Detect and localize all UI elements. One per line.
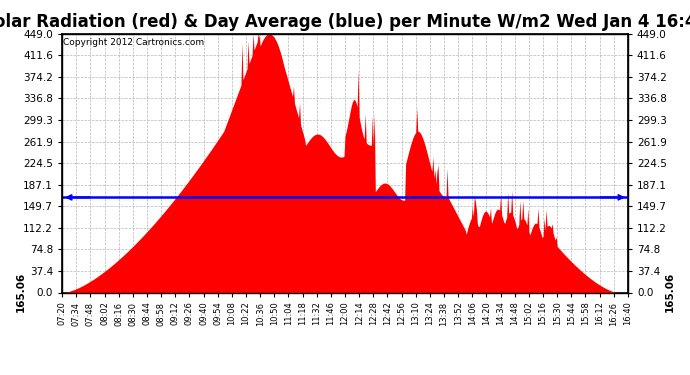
Text: 165.06: 165.06 — [15, 272, 26, 312]
Text: Copyright 2012 Cartronics.com: Copyright 2012 Cartronics.com — [63, 38, 204, 46]
Text: 165.06: 165.06 — [664, 272, 675, 312]
Text: Solar Radiation (red) & Day Average (blue) per Minute W/m2 Wed Jan 4 16:40: Solar Radiation (red) & Day Average (blu… — [0, 13, 690, 31]
